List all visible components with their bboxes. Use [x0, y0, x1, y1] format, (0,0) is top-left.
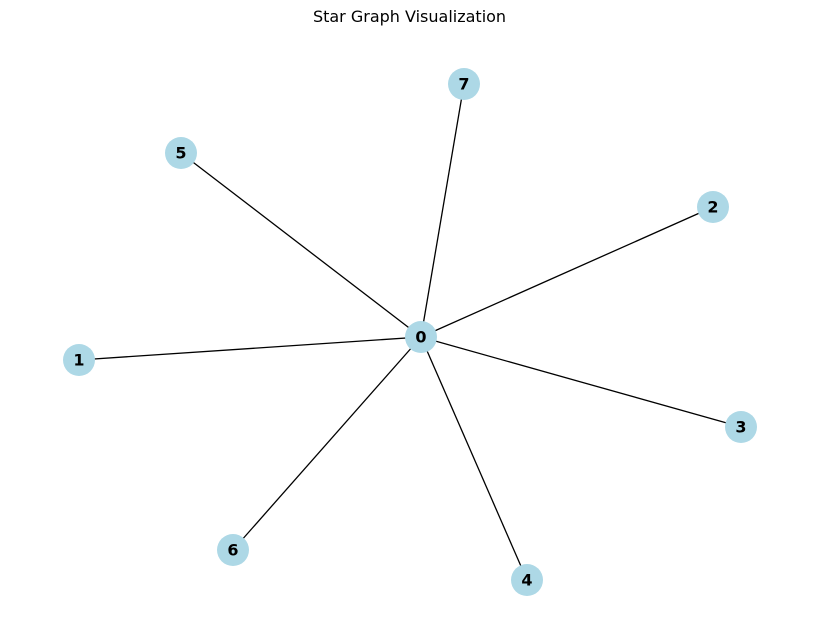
node-4: 4 — [511, 564, 543, 596]
node-6: 6 — [217, 534, 249, 566]
node-circle-3 — [725, 411, 757, 443]
node-circle-2 — [697, 191, 729, 223]
node-label-1: 1 — [73, 351, 84, 370]
node-7: 7 — [448, 68, 480, 100]
edge-0-1 — [78, 336, 422, 361]
edge-0-3 — [420, 336, 742, 428]
edge-0-5 — [180, 152, 422, 338]
node-circle-7 — [448, 68, 480, 100]
node-label-0: 0 — [415, 328, 426, 347]
edges-layer — [78, 83, 742, 581]
node-2: 2 — [697, 191, 729, 223]
node-0: 0 — [405, 321, 437, 353]
node-label-7: 7 — [458, 75, 469, 94]
edge-0-6 — [232, 336, 422, 551]
edge-0-7 — [420, 83, 465, 338]
node-circle-5 — [165, 137, 197, 169]
node-label-5: 5 — [175, 144, 186, 163]
edge-0-4 — [420, 336, 528, 581]
node-label-4: 4 — [521, 571, 532, 590]
node-label-3: 3 — [735, 418, 746, 437]
node-label-2: 2 — [707, 198, 718, 217]
node-circle-6 — [217, 534, 249, 566]
node-circle-4 — [511, 564, 543, 596]
node-label-6: 6 — [227, 541, 238, 560]
node-1: 1 — [63, 344, 95, 376]
graph-title: Star Graph Visualization — [312, 7, 507, 26]
node-circle-1 — [63, 344, 95, 376]
node-5: 5 — [165, 137, 197, 169]
nodes-layer: 0 1 2 3 4 5 6 7 — [63, 68, 757, 596]
edge-0-2 — [420, 206, 714, 338]
node-circle-0 — [405, 321, 437, 353]
node-3: 3 — [725, 411, 757, 443]
